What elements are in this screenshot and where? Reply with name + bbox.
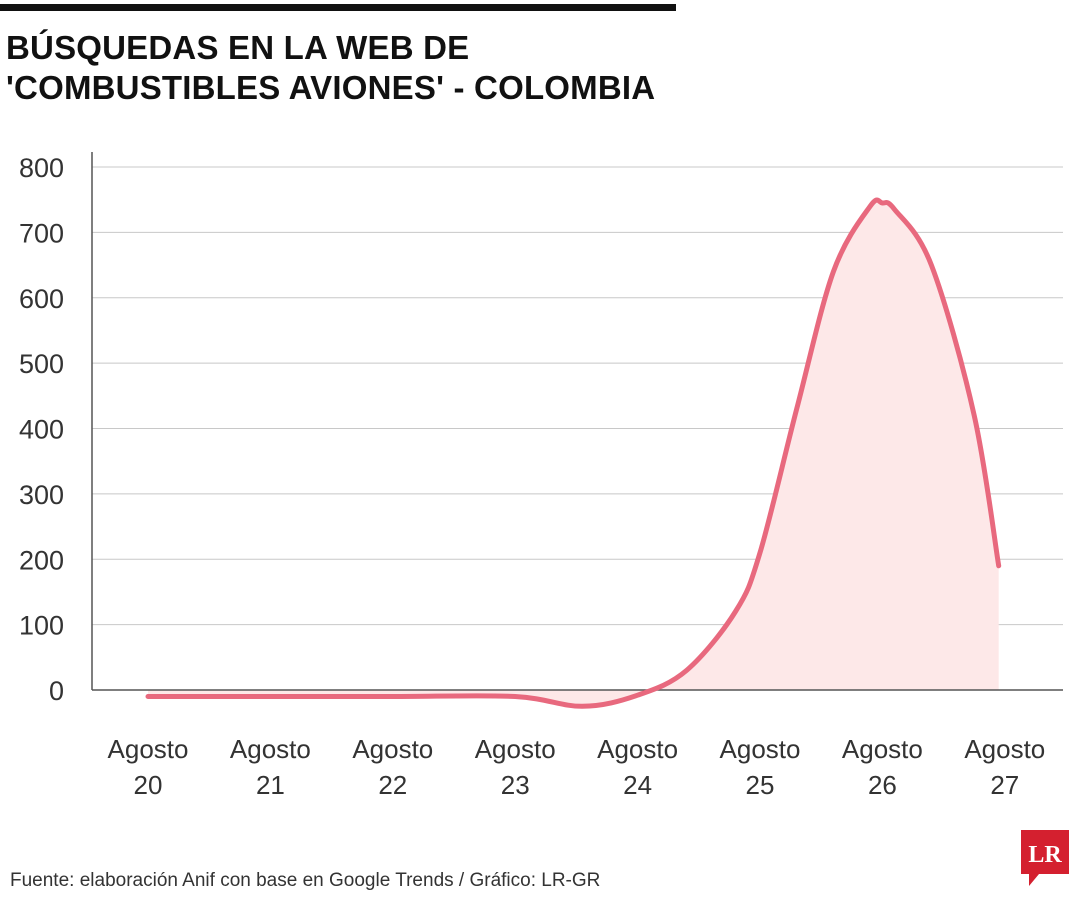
chart-title-line-2: 'COMBUSTIBLES AVIONES' - COLOMBIA: [6, 69, 656, 106]
x-tick-label-20: Agosto 20: [108, 734, 189, 800]
x-tick-label-24: Agosto 24: [597, 734, 678, 800]
chart-title: BÚSQUEDAS EN LA WEB DE 'COMBUSTIBLES AVI…: [6, 28, 726, 108]
y-tick-label-0: 0: [49, 676, 64, 706]
x-tick-label-month: Agosto: [597, 734, 678, 764]
x-tick-label-month: Agosto: [842, 734, 923, 764]
series-line-layer: [145, 197, 1002, 709]
top-rule: [0, 4, 676, 11]
x-tick-label-27: Agosto 27: [964, 734, 1045, 800]
x-tick-label-month: Agosto: [352, 734, 433, 764]
x-tick-label-month: Agosto: [108, 734, 189, 764]
x-tick-label-month: Agosto: [475, 734, 556, 764]
x-tick-label-22: Agosto 22: [352, 734, 433, 800]
source-note: Fuente: elaboración Anif con base en Goo…: [10, 870, 601, 891]
x-tick-label-26: Agosto 26: [842, 734, 923, 800]
lr-logo-badge: [1021, 830, 1069, 886]
axes: [91, 152, 1063, 691]
x-tick-label-day: 24: [623, 770, 652, 800]
y-tick-label-400: 400: [19, 415, 64, 445]
x-tick-label-month: Agosto: [230, 734, 311, 764]
y-tick-label-800: 800: [19, 153, 64, 183]
area-fill-layer: [148, 199, 999, 707]
x-tick-label-day: 21: [256, 770, 285, 800]
x-tick-label-day: 26: [868, 770, 897, 800]
y-tick-label-600: 600: [19, 284, 64, 314]
x-tick-label-day: 25: [746, 770, 775, 800]
chart-title-line-1: BÚSQUEDAS EN LA WEB DE: [6, 29, 470, 66]
y-tick-labels: 0 100 200 300 400 500 600 700 800: [19, 153, 64, 706]
series-area-fill: [148, 199, 999, 707]
lr-logo: LR: [1021, 830, 1069, 886]
y-tick-label-200: 200: [19, 545, 64, 575]
x-tick-label-day: 23: [501, 770, 530, 800]
x-tick-label-month: Agosto: [964, 734, 1045, 764]
x-tick-label-day: 20: [134, 770, 163, 800]
y-tick-label-100: 100: [19, 611, 64, 641]
x-tick-label-21: Agosto 21: [230, 734, 311, 800]
y-tick-label-500: 500: [19, 349, 64, 379]
y-tick-label-300: 300: [19, 480, 64, 510]
x-tick-label-23: Agosto 23: [475, 734, 556, 800]
x-tick-label-day: 22: [378, 770, 407, 800]
x-tick-label-day: 27: [990, 770, 1019, 800]
y-tick-label-700: 700: [19, 218, 64, 248]
x-tick-label-month: Agosto: [720, 734, 801, 764]
x-tick-labels: Agosto 20 Agosto 21 Agosto 22 Agosto 23 Agosto 24…: [108, 734, 1046, 800]
x-tick-label-25: Agosto 25: [720, 734, 801, 800]
series-line: [145, 197, 1002, 709]
lr-logo-text: LR: [1028, 842, 1062, 868]
